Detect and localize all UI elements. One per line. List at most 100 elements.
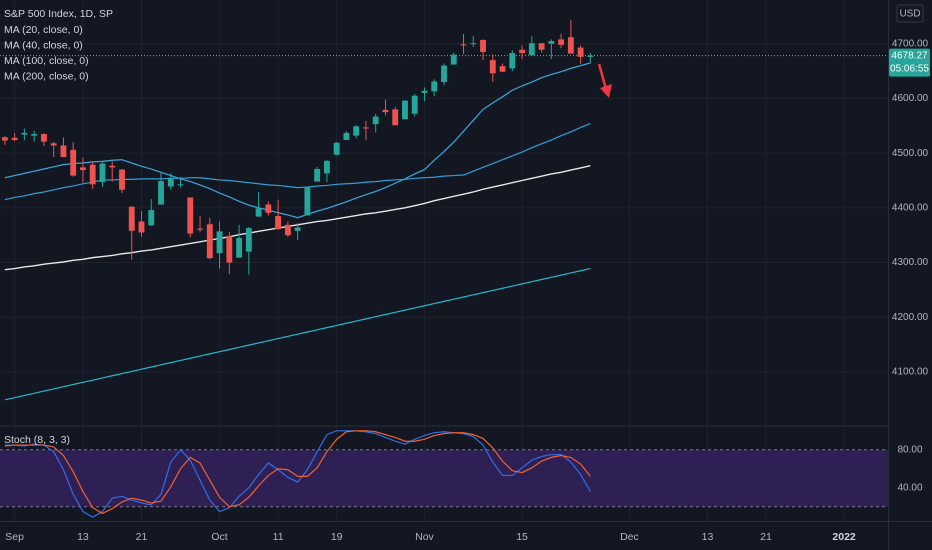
x-tick-label: Nov (415, 531, 434, 543)
candle-body (167, 177, 174, 187)
candle-body (402, 100, 408, 120)
candle-body (50, 143, 57, 146)
candle-body (450, 54, 457, 65)
candle-body (138, 221, 145, 233)
x-tick-label: Dec (620, 531, 639, 543)
candle-body (548, 41, 555, 44)
chart-title: S&P 500 Index, 1D, SP (4, 8, 113, 20)
candle-body (431, 81, 438, 92)
candle-body (480, 39, 486, 52)
candle-body (265, 204, 272, 213)
y-tick-label: 4600.00 (892, 93, 929, 104)
candle-body (489, 60, 496, 74)
y-tick-label: 4200.00 (892, 312, 929, 323)
candle-body (421, 90, 428, 93)
stoch-line (4, 430, 591, 518)
candle-body (499, 66, 506, 72)
x-tick-label: 11 (273, 531, 284, 543)
candle-body (284, 224, 291, 236)
candle-body (158, 181, 164, 205)
x-tick-label: 21 (760, 531, 772, 543)
y-tick-label: 4300.00 (892, 257, 929, 268)
stoch-tick-label: 40.00 (897, 482, 922, 493)
legend-entry: MA (200, close, 0) (4, 70, 89, 82)
candle-body (304, 187, 311, 216)
axis-layer: 4100.00 4200.00 4300.00 4400.00 4500.00 4600.… (5, 38, 930, 543)
candle-body (519, 49, 525, 54)
last-price-tag (889, 48, 930, 77)
currency: USD (899, 9, 920, 20)
candle-body (99, 163, 106, 183)
last-price-label: 4678.27 (891, 50, 928, 61)
candle-body (558, 39, 565, 45)
candle-body (187, 197, 194, 234)
x-tick-label: 21 (136, 531, 148, 543)
x-tick-label: 2022 (832, 531, 856, 543)
candle-body (538, 43, 545, 50)
x-tick-label: 15 (516, 531, 528, 543)
candle-body (343, 132, 350, 141)
candle-body (177, 184, 184, 186)
candle-body (216, 231, 223, 254)
candle-body (314, 169, 321, 182)
candle-body (80, 167, 86, 171)
candle-body (119, 169, 125, 190)
candle-body (509, 53, 516, 69)
stoch-title: Stoch (8, 3, 3) (4, 434, 70, 446)
y-tick-label: 4700.00 (892, 38, 929, 49)
candle-body (11, 137, 18, 141)
annotation-arrow (597, 63, 612, 98)
candle-body (577, 47, 584, 57)
stoch-line (4, 430, 591, 515)
candle-body (294, 227, 301, 231)
legend-entry: MA (40, close, 0) (4, 39, 83, 51)
y-tick-label: 4500.00 (892, 148, 929, 159)
stoch-tick-label: 80.00 (897, 444, 922, 455)
candle-body (40, 134, 47, 142)
candle-body (197, 228, 203, 230)
countdown-label: 05:06:55 (890, 63, 929, 74)
candle-body (226, 236, 233, 263)
legend-entry: MA (100, close, 0) (4, 55, 89, 67)
candle-body (21, 132, 28, 135)
x-tick-label: Oct (211, 531, 227, 543)
currency-box[interactable] (896, 4, 924, 23)
band-layer (0, 449, 888, 508)
x-tick-label: 13 (702, 531, 714, 543)
candle-body (460, 44, 467, 46)
stoch-band (0, 449, 888, 507)
candle-body (363, 127, 369, 129)
legend-entry: MA (20, close, 0) (4, 24, 83, 36)
y-tick-label: 4100.00 (892, 367, 929, 378)
candle-body (382, 109, 389, 113)
candle-body (109, 165, 116, 168)
candle-body (255, 208, 262, 217)
candle-body (236, 237, 243, 258)
candle-body (323, 160, 330, 174)
y-tick-label: 4400.00 (892, 202, 929, 213)
candle-body (148, 210, 155, 226)
moving-average-line (4, 267, 591, 401)
candle-body (441, 65, 447, 83)
candle-body (1, 137, 8, 141)
candle-body (353, 126, 360, 136)
candle-body (245, 228, 252, 252)
arrow-head (600, 84, 612, 98)
candle-body (275, 216, 282, 230)
candle-body (567, 37, 574, 54)
x-tick-label: 13 (77, 531, 89, 543)
arrow-shaft (597, 63, 608, 90)
candle-body (70, 149, 77, 176)
x-tick-label: 19 (331, 531, 343, 543)
candle-body (89, 164, 96, 185)
candle-body (587, 55, 594, 57)
x-tick-label: Sep (5, 531, 24, 543)
candle-body (60, 145, 67, 157)
candles-layer (1, 19, 594, 275)
candle-body (31, 134, 38, 136)
candle-body (128, 206, 135, 231)
candle-body (528, 43, 535, 56)
candle-body (392, 109, 399, 126)
candle-body (411, 95, 418, 114)
